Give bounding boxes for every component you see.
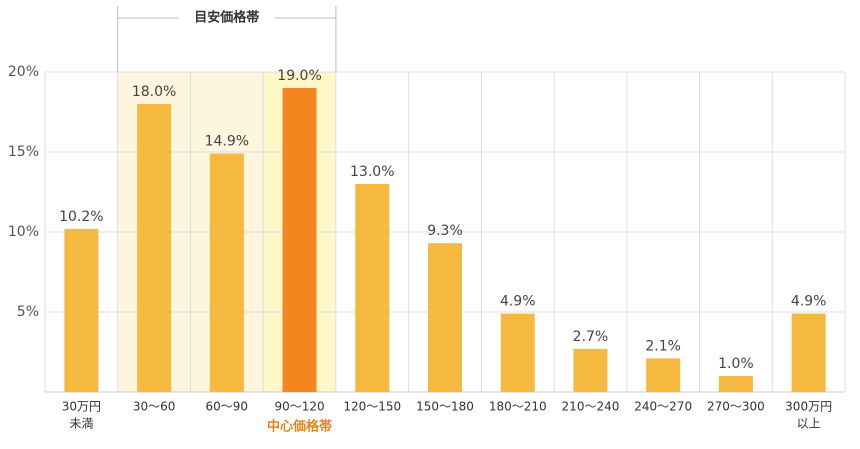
- value-label: 9.3%: [427, 223, 463, 239]
- y-tick-label: 5%: [17, 304, 39, 320]
- x-tick-label: 300万円: [785, 400, 832, 414]
- x-tick-label: 180～210: [489, 400, 547, 414]
- bar: [573, 348, 608, 392]
- x-tick-label: 210～240: [562, 400, 620, 414]
- value-label: 4.9%: [500, 294, 536, 310]
- value-label: 2.1%: [645, 338, 681, 354]
- bar: [355, 184, 390, 392]
- value-label: 4.9%: [791, 294, 827, 310]
- center-label: 中心価格帯: [267, 419, 332, 435]
- value-label: 18.0%: [132, 84, 176, 100]
- value-label: 13.0%: [350, 164, 394, 180]
- value-label: 2.7%: [573, 329, 609, 345]
- bar: [282, 88, 317, 392]
- value-label: 10.2%: [59, 209, 103, 225]
- bar: [791, 313, 826, 392]
- y-tick-label: 10%: [8, 224, 39, 240]
- bar: [428, 243, 462, 392]
- x-tick-label: 未満: [69, 417, 93, 431]
- x-tick-label: 270～300: [707, 400, 765, 414]
- x-tick-label: 60～90: [206, 400, 249, 414]
- x-tick-label: 30万円: [62, 400, 101, 414]
- x-tick-label: 240～270: [634, 400, 692, 414]
- bar: [500, 313, 535, 392]
- bar: [137, 104, 172, 392]
- x-tick-label: 以上: [797, 417, 821, 431]
- y-tick-label: 20%: [8, 64, 39, 80]
- value-label: 19.0%: [277, 68, 321, 84]
- bar: [209, 153, 244, 392]
- bar: [718, 376, 753, 392]
- value-label: 1.0%: [718, 356, 754, 372]
- bar: [646, 358, 681, 392]
- y-tick-label: 15%: [8, 144, 39, 160]
- range-label: 目安価格帯: [194, 10, 259, 26]
- x-tick-label: 90～120: [274, 400, 324, 414]
- x-tick-label: 120～150: [343, 400, 401, 414]
- bar: [64, 228, 99, 392]
- x-tick-label: 30～60: [133, 400, 176, 414]
- x-tick-label: 150～180: [416, 400, 474, 414]
- value-label: 14.9%: [205, 134, 249, 150]
